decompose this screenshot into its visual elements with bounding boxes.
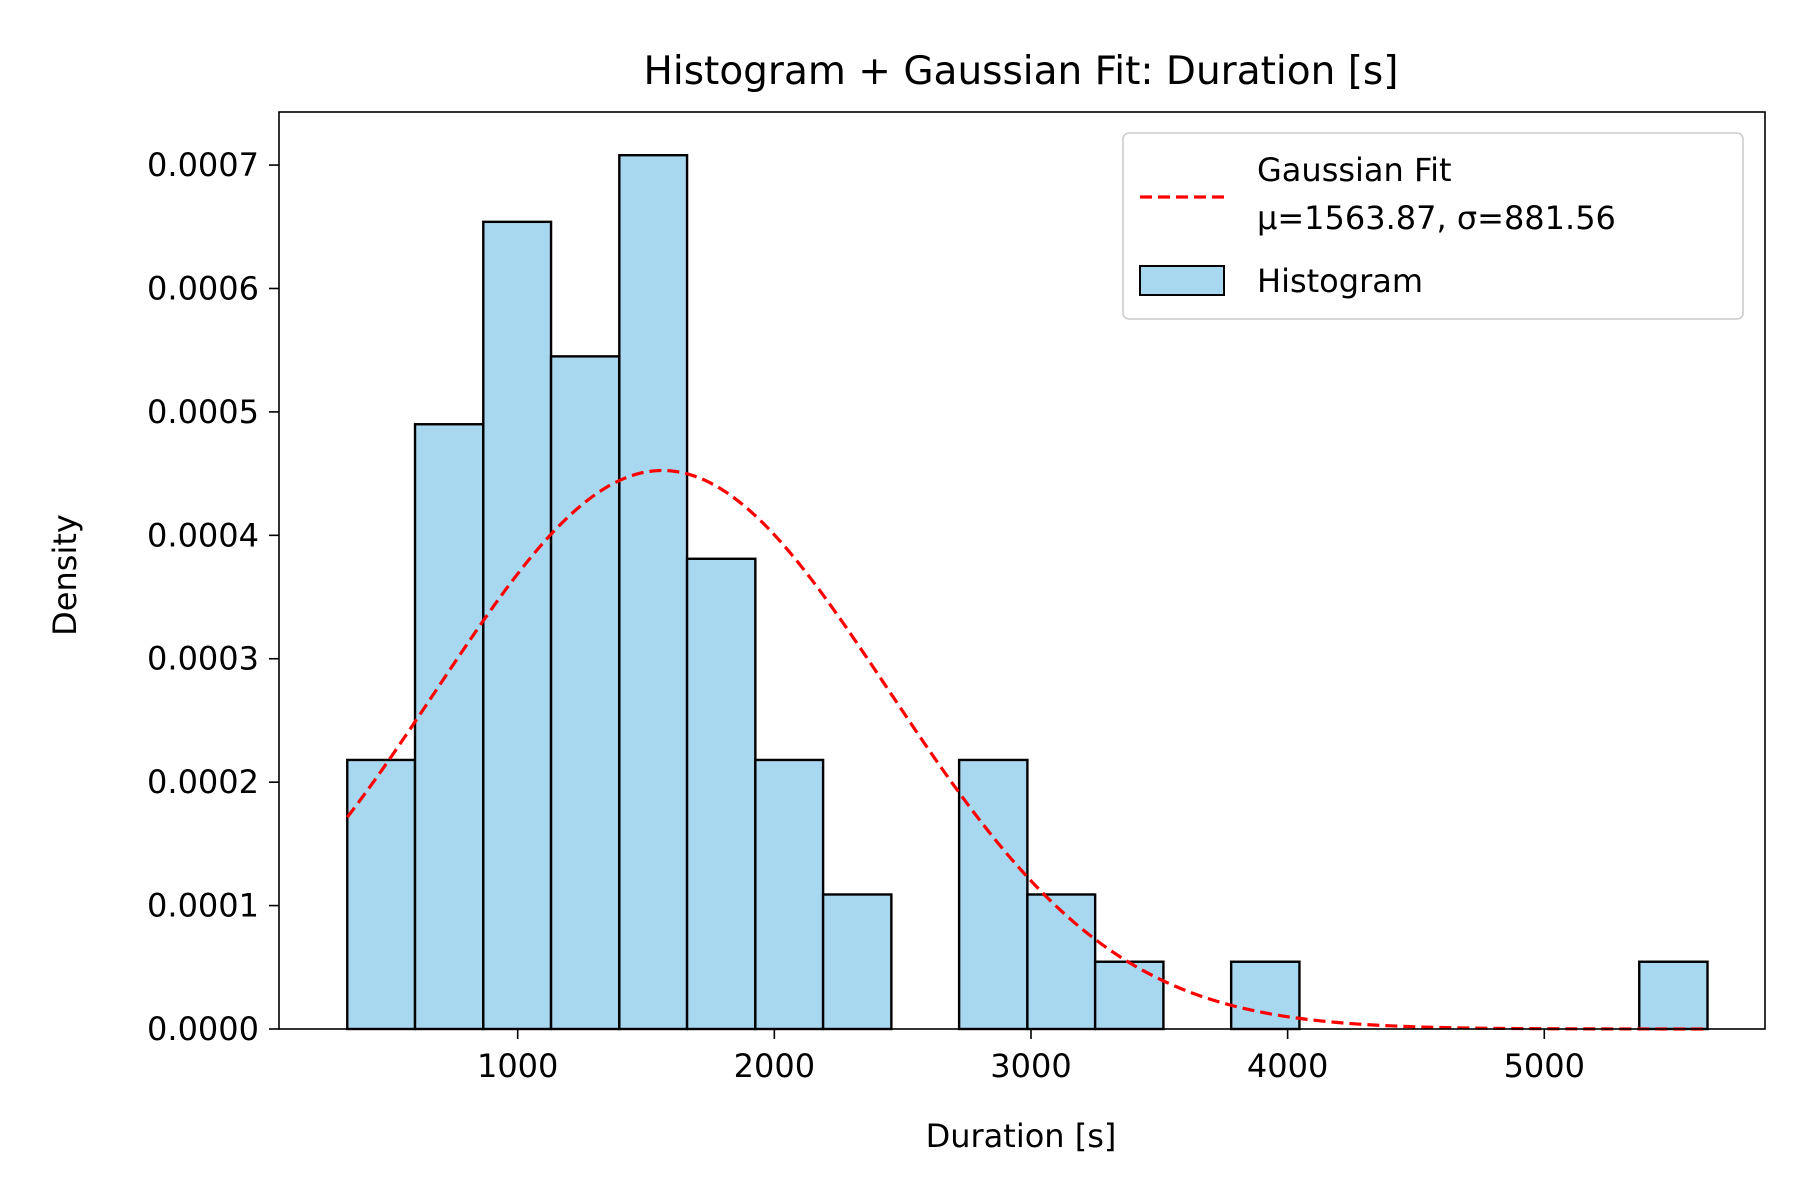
- y-tick-label: 0.0002: [147, 763, 259, 801]
- x-tick-label: 3000: [990, 1047, 1071, 1085]
- histogram-bar: [1026, 893, 1097, 1031]
- legend-histogram-label: Histogram: [1257, 262, 1423, 300]
- y-tick-label: 0.0006: [147, 269, 259, 307]
- y-tick-label: 0.0004: [147, 516, 259, 554]
- y-tick-label: 0.0007: [147, 146, 259, 184]
- legend: Gaussian Fit μ=1563.87, σ=881.56 Histogr…: [1122, 132, 1744, 320]
- legend-histogram-swatch: [1139, 265, 1225, 296]
- y-axis-ticks: 0.0000 0.0001 0.0002 0.0003 0.0004 0.0005 0.00…: [147, 146, 279, 1048]
- x-axis-label: Duration [s]: [926, 1117, 1117, 1155]
- histogram-bar: [618, 153, 689, 1031]
- legend-fit-stats: μ=1563.87, σ=881.56: [1257, 199, 1616, 237]
- x-tick-label: 5000: [1504, 1047, 1585, 1085]
- y-tick-label: 0.0000: [147, 1010, 259, 1048]
- histogram-bar: [754, 758, 825, 1031]
- histogram-bar: [821, 893, 893, 1031]
- y-tick-label: 0.0005: [147, 393, 259, 431]
- histogram-bar: [1093, 960, 1165, 1031]
- legend-box: [1122, 132, 1744, 320]
- x-tick-label: 2000: [734, 1047, 815, 1085]
- chart-title: Histogram + Gaussian Fit: Duration [s]: [644, 49, 1399, 94]
- histogram-bar: [482, 220, 553, 1031]
- y-tick-label: 0.0003: [147, 640, 259, 678]
- histogram-bar: [1638, 960, 1709, 1031]
- histogram-bar: [685, 557, 757, 1031]
- y-axis-label: Density: [46, 514, 84, 636]
- histogram-bars: [346, 153, 1709, 1031]
- histogram-bar: [549, 355, 621, 1031]
- histogram-bar: [957, 758, 1029, 1031]
- histogram-bar: [1229, 960, 1301, 1031]
- x-tick-label: 1000: [477, 1047, 558, 1085]
- histogram-bar: [413, 423, 485, 1031]
- gaussian-fit-line: [345, 468, 1708, 1031]
- legend-fit-label: Gaussian Fit: [1257, 151, 1452, 189]
- histogram-bar: [346, 758, 417, 1031]
- plot-frame: [278, 111, 1766, 1030]
- x-axis-ticks: 1000 2000 3000 4000 5000: [477, 1029, 1585, 1085]
- y-tick-label: 0.0001: [147, 887, 259, 925]
- x-tick-label: 4000: [1247, 1047, 1328, 1085]
